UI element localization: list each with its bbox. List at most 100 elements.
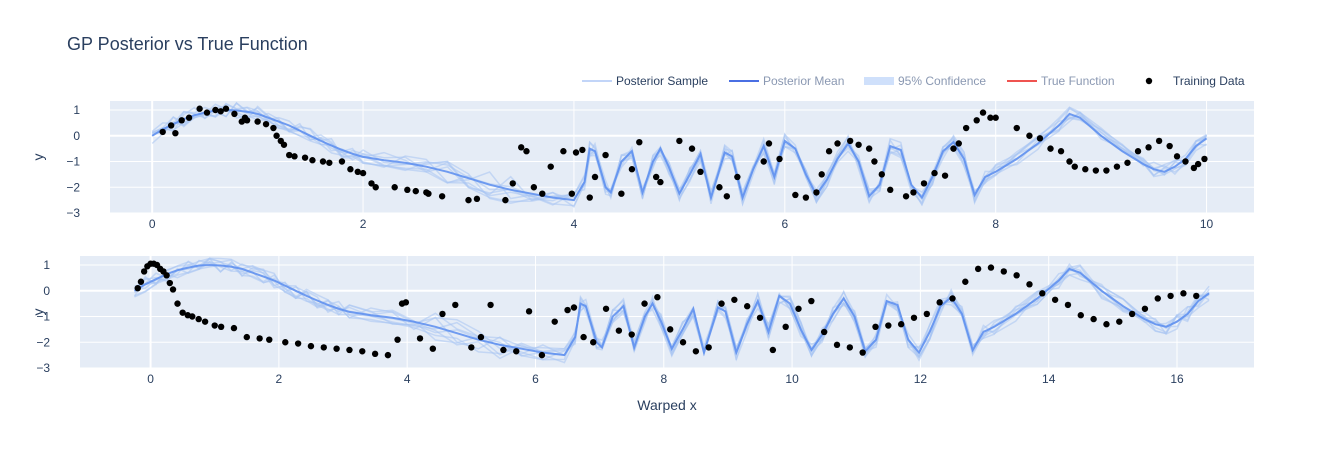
- training-data-point: [910, 314, 918, 321]
- training-data-point: [166, 279, 174, 287]
- training-data-point: [846, 137, 854, 145]
- training-data-point: [502, 196, 509, 204]
- training-data-point: [979, 109, 987, 116]
- training-data-point: [134, 284, 141, 292]
- training-data-point: [782, 323, 789, 331]
- training-data-point: [667, 326, 674, 333]
- legend: Posterior Sample Posterior Mean 95% Confid…: [582, 74, 1245, 88]
- x-tick-label: 8: [992, 217, 999, 231]
- training-data-point: [468, 344, 475, 351]
- training-data-point: [1194, 160, 1202, 168]
- training-data-point: [962, 278, 969, 285]
- training-data-point: [652, 173, 660, 181]
- training-data-point: [987, 114, 994, 121]
- training-data-point: [1145, 144, 1152, 151]
- training-data-point: [1090, 315, 1097, 323]
- training-data-point: [962, 124, 970, 132]
- training-data-point: [1103, 167, 1110, 174]
- training-data-point: [477, 333, 485, 341]
- training-data-point: [273, 132, 280, 139]
- training-data-point: [359, 169, 367, 177]
- legend-label: Training Data: [1173, 74, 1245, 88]
- training-data-point: [231, 110, 238, 118]
- training-data-point: [802, 194, 810, 201]
- training-data-point: [743, 303, 751, 310]
- training-data-point: [776, 155, 783, 163]
- y-tick-label: 1: [43, 258, 50, 272]
- training-data-point: [897, 321, 905, 328]
- training-data-point: [560, 148, 567, 155]
- training-data-point: [579, 146, 586, 154]
- training-data-point: [820, 328, 828, 336]
- training-data-point: [211, 322, 218, 329]
- y-tick-label: 0: [43, 284, 50, 298]
- training-data-point: [270, 124, 277, 132]
- training-data-point: [570, 304, 578, 311]
- training-data-point: [425, 190, 432, 197]
- training-data-point: [346, 346, 353, 354]
- training-data-point: [1124, 159, 1131, 166]
- training-data-point: [992, 114, 999, 121]
- training-data-point: [371, 350, 379, 358]
- y-tick-label: −2: [36, 335, 50, 349]
- training-data-point: [384, 351, 392, 359]
- training-data-point: [217, 323, 225, 331]
- training-data-point: [137, 278, 145, 285]
- legend-label: True Function: [1041, 74, 1115, 88]
- training-data-point: [1113, 163, 1121, 170]
- training-data-point: [718, 300, 725, 307]
- training-data-point: [1000, 268, 1008, 275]
- x-tick-label: 8: [660, 372, 667, 386]
- training-data-point: [178, 117, 185, 124]
- training-data-point: [539, 190, 546, 197]
- training-data-point: [871, 158, 878, 165]
- legend-swatch: [1145, 77, 1153, 85]
- training-data-point: [1064, 301, 1072, 309]
- y-tick-label: −1: [66, 155, 80, 169]
- training-data-point: [760, 158, 767, 165]
- training-data-point: [429, 345, 437, 352]
- training-data-point: [217, 108, 224, 115]
- training-data-point: [628, 166, 636, 173]
- training-data-point: [568, 190, 576, 197]
- training-data-point: [949, 295, 956, 302]
- training-data-point: [523, 148, 530, 155]
- training-data-point: [169, 286, 177, 293]
- training-data-point: [291, 153, 298, 160]
- training-data-point: [590, 339, 597, 346]
- training-data-point: [716, 184, 723, 191]
- training-data-point: [402, 299, 410, 306]
- training-data-point: [359, 348, 366, 355]
- training-data-point: [1092, 167, 1100, 174]
- training-data-point: [855, 141, 862, 148]
- training-data-point: [1180, 290, 1187, 297]
- training-data-point: [765, 140, 773, 147]
- training-data-point: [412, 187, 419, 195]
- training-data-point: [1082, 166, 1089, 173]
- training-data-point: [1047, 145, 1054, 152]
- y-tick-label: −3: [66, 206, 80, 220]
- training-data-point: [692, 348, 700, 355]
- y-tick-label: −2: [66, 180, 80, 194]
- training-data-point: [465, 196, 472, 204]
- training-data-point: [955, 140, 962, 147]
- training-data-point: [1077, 312, 1084, 319]
- training-data-point: [212, 106, 219, 114]
- training-data-point: [941, 172, 949, 179]
- training-data-point: [1134, 148, 1142, 155]
- x-tick-label: 10: [1200, 217, 1214, 231]
- x-axis-title: Warped x: [637, 397, 696, 413]
- legend-label: 95% Confidence: [898, 74, 986, 88]
- training-data-point: [697, 168, 704, 176]
- y-axis-title: y: [30, 309, 46, 316]
- training-data-point: [902, 193, 910, 200]
- training-data-point: [243, 117, 251, 124]
- training-data-point: [1039, 290, 1046, 297]
- training-data-point: [885, 322, 892, 329]
- training-data-point: [254, 118, 261, 125]
- training-data-point: [1036, 135, 1044, 142]
- training-data-point: [833, 341, 841, 349]
- x-tick-label: 6: [532, 372, 539, 386]
- training-data-point: [243, 333, 250, 341]
